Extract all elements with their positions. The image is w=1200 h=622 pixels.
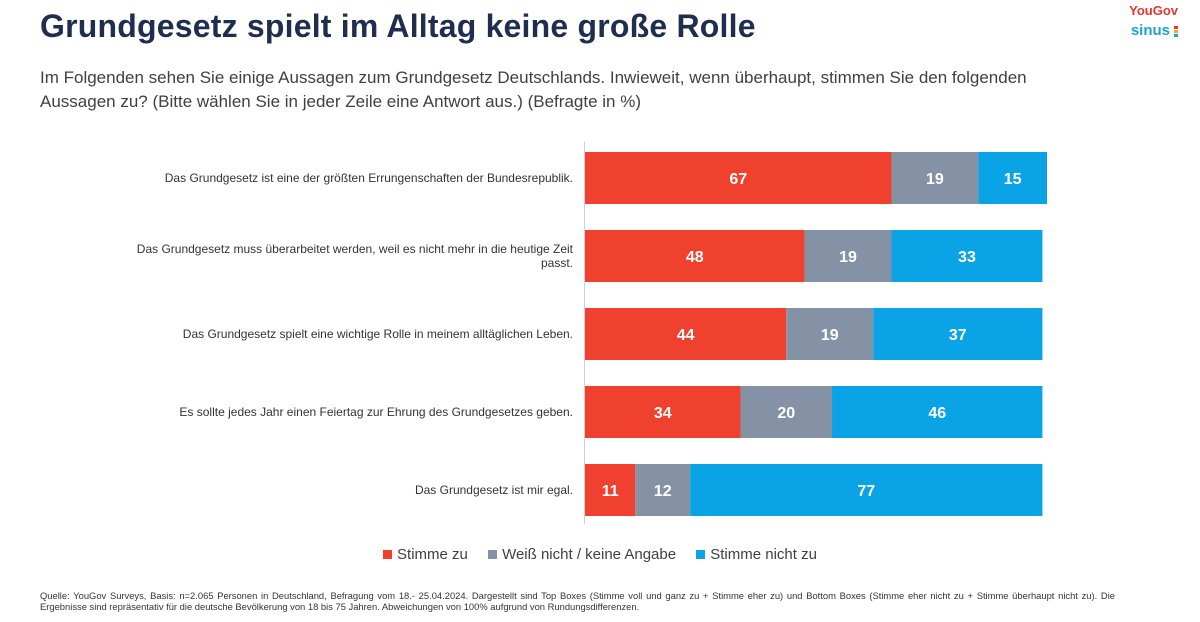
bar-segment [585, 386, 741, 438]
data-label: 67 [729, 171, 747, 188]
data-label: 12 [654, 483, 672, 500]
data-label: 77 [857, 483, 875, 500]
legend-swatch-disagree [696, 549, 706, 559]
legend-swatch-agree [383, 549, 393, 559]
sinus-logo-text: sinus [1130, 22, 1170, 39]
bar-segment [740, 386, 833, 438]
data-label: 11 [602, 483, 619, 500]
yougov-logo: YouGov [1129, 3, 1178, 18]
bar-segment [832, 386, 1043, 438]
data-label: 15 [1004, 171, 1022, 188]
data-label: 37 [949, 327, 967, 344]
bar-segment [585, 230, 805, 282]
bars-group: 67 19 15 48 19 33 44 19 37 34 20 46 11 12 77 [585, 152, 1047, 516]
bar-segment [978, 152, 1047, 204]
sinus-logo: sinus [1130, 22, 1178, 39]
bar-segment [690, 464, 1043, 516]
bar-segment [873, 308, 1043, 360]
footnote: Quelle: YouGov Surveys, Basis: n=2.065 P… [40, 590, 1115, 612]
data-label: 19 [839, 249, 857, 266]
legend-item-disagree: Stimme nicht zu [696, 546, 817, 563]
row-label: Das Grundgesetz ist eine der größten Err… [164, 171, 573, 185]
bar-segment [786, 308, 874, 360]
chart-subtitle: Im Folgenden sehen Sie einige Aussagen z… [40, 68, 1027, 111]
bar-segment [585, 152, 892, 204]
legend-label-disagree: Stimme nicht zu [710, 546, 817, 563]
row-label: Das Grundgesetz spielt eine wichtige Rol… [182, 327, 573, 341]
legend-item-neutral: Weiß nicht / keine Angabe [488, 546, 676, 563]
legend-item-agree: Stimme zu [383, 546, 468, 563]
sinus-logo-dots [1174, 26, 1178, 38]
legend-swatch-neutral [488, 549, 498, 559]
row-label: Es sollte jedes Jahr einen Feiertag zur … [179, 405, 573, 419]
row-label: Das Grundgesetz muss überarbeitet werden… [136, 242, 573, 270]
bar-segment [585, 464, 636, 516]
data-label: 48 [686, 249, 704, 266]
bar-segment [635, 464, 691, 516]
data-label: 19 [926, 171, 944, 188]
bar-segment [891, 152, 979, 204]
stacked-bar-chart: 67 19 15 48 19 33 44 19 37 34 20 46 11 12 77 [584, 142, 1047, 524]
legend: Stimme zu Weiß nicht / keine Angabe Stim… [0, 546, 1200, 563]
data-label: 33 [958, 249, 976, 266]
legend-label-agree: Stimme zu [397, 546, 468, 563]
data-label: 44 [677, 327, 695, 344]
data-label: 20 [777, 405, 795, 422]
data-label: 46 [928, 405, 946, 422]
legend-label-neutral: Weiß nicht / keine Angabe [502, 546, 677, 563]
bar-segment [585, 308, 787, 360]
bar-segment [891, 230, 1043, 282]
chart-title: Grundgesetz spielt im Alltag keine große… [40, 8, 756, 44]
bar-segment [804, 230, 892, 282]
data-label: 19 [821, 327, 839, 344]
data-label: 34 [654, 405, 672, 422]
row-label: Das Grundgesetz ist mir egal. [414, 483, 573, 497]
